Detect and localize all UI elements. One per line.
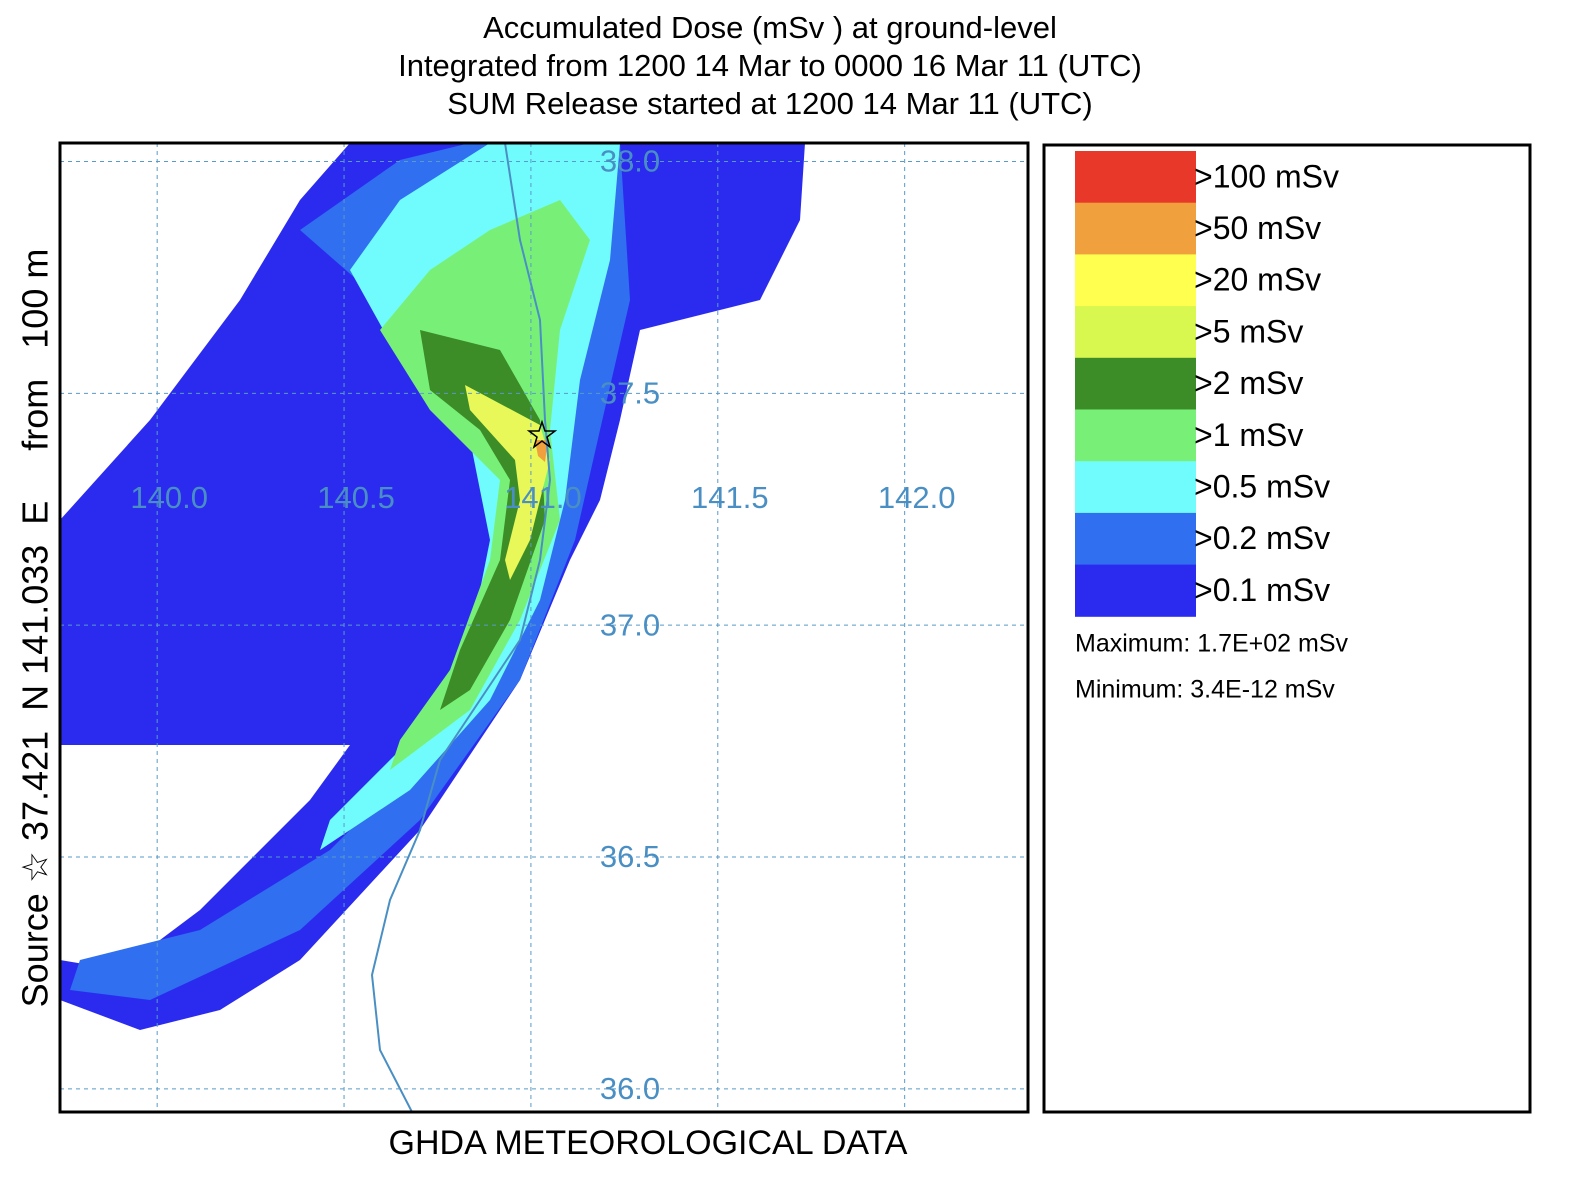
legend-label: >0.2 mSv xyxy=(1194,520,1330,556)
source-star xyxy=(526,419,558,449)
lon-label: 140.5 xyxy=(317,480,395,515)
legend-label: >5 mSv xyxy=(1194,313,1303,349)
map: 140.0 140.5 141.0 141.5 142.0 38.0 37.5 37.0 36.… xyxy=(60,143,1028,1112)
legend-swatch xyxy=(1075,357,1196,410)
lon-label: 141.0 xyxy=(504,480,582,515)
lon-label: 142.0 xyxy=(878,480,956,515)
lat-label: 37.5 xyxy=(600,376,660,411)
legend-label: >2 mSv xyxy=(1194,365,1303,401)
maximum: Maximum: 1.7E+02 mSv xyxy=(1075,630,1349,658)
legend-swatch xyxy=(1075,564,1196,617)
footer: GHDA METEOROLOGICAL DATA xyxy=(389,1124,908,1162)
legend-label: >1 mSv xyxy=(1194,417,1303,453)
legend-swatch xyxy=(1075,306,1196,359)
plume-5 xyxy=(465,385,550,580)
title: Accumulated Dose (mSv ) at ground-level xyxy=(483,10,1057,45)
map-frame xyxy=(58,141,1030,1114)
lat-label: 36.5 xyxy=(600,839,660,874)
legend-swatch xyxy=(1075,151,1196,204)
legend-label: >20 mSv xyxy=(1194,262,1321,298)
legend-swatch xyxy=(1075,409,1196,462)
legend-label: >50 mSv xyxy=(1194,210,1321,246)
legend-frame xyxy=(1042,143,1532,1114)
lat-label: 38.0 xyxy=(600,144,660,179)
legend-label: >0.5 mSv xyxy=(1194,469,1330,505)
lon-label: 140.0 xyxy=(130,480,208,515)
lat-label: 37.0 xyxy=(600,607,660,642)
legend-swatch xyxy=(1075,461,1196,514)
plume-50 xyxy=(535,440,548,462)
side-label: Source ☆ 37.421 N 141.033 E from 100 m xyxy=(15,249,56,1008)
coastline xyxy=(370,143,552,1112)
legend-swatch xyxy=(1075,202,1196,255)
title: Integrated from 1200 14 Mar to 0000 16 M… xyxy=(398,48,1142,83)
lon-label: 141.5 xyxy=(691,480,769,515)
legend-label: >0.1 mSv xyxy=(1194,572,1330,608)
legend-swatch xyxy=(1075,254,1196,307)
title: SUM Release started at 1200 14 Mar 11 (U… xyxy=(447,86,1093,121)
legend: >100 mSv >50 mSv >20 mSv >5 mSv >2 mSv >1 mSv… xyxy=(1075,151,1339,617)
legend-label: >100 mSv xyxy=(1194,158,1339,194)
minimum: Minimum: 3.4E-12 mSv xyxy=(1075,676,1335,704)
lat-label: 36.0 xyxy=(600,1071,660,1106)
legend-swatch xyxy=(1075,512,1196,566)
